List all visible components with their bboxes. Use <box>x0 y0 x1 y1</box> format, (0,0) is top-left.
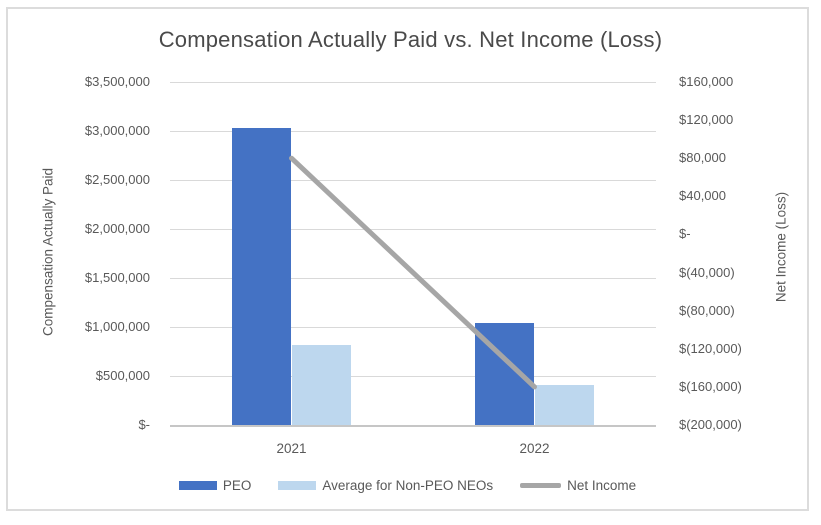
legend-item-peo: PEO <box>178 478 252 493</box>
net-income-line <box>289 155 537 390</box>
left-axis-tick: $1,500,000 <box>84 270 150 285</box>
bar-average-for-non-peo-neos-2022 <box>534 384 594 425</box>
gridline <box>170 376 656 377</box>
left-axis-tick: $3,500,000 <box>84 74 150 89</box>
left-axis-tick: $500,000 <box>95 368 150 383</box>
chart-frame <box>6 7 809 511</box>
legend-item-average-for-non-peo-neos: Average for Non-PEO NEOs <box>278 478 493 493</box>
legend-label: PEO <box>222 478 252 493</box>
gridline <box>170 278 656 279</box>
right-axis-tick: $(200,000) <box>679 417 742 432</box>
left-axis-tick: $2,500,000 <box>84 172 150 187</box>
left-axis-tick: $- <box>138 417 150 432</box>
right-axis-tick: $80,000 <box>679 150 726 166</box>
x-label-2021: 2021 <box>276 441 307 456</box>
bar-average-for-non-peo-neos-2021 <box>291 344 351 425</box>
legend-item-net-income: Net Income <box>520 478 636 493</box>
legend-label: Net Income <box>567 478 637 493</box>
chart-title: Compensation Actually Paid vs. Net Incom… <box>158 27 663 52</box>
x-axis-line <box>170 425 656 427</box>
legend-swatch-net-income <box>520 483 562 488</box>
gridline <box>170 229 656 230</box>
x-label-2022: 2022 <box>519 441 550 456</box>
gridline <box>170 82 656 83</box>
left-axis-tick: $1,000,000 <box>84 319 150 334</box>
legend-swatch-average-for-non-peo-neos <box>278 481 317 490</box>
left-axis-title: Compensation Actually Paid <box>40 167 56 337</box>
right-axis-title: Net Income (Loss) <box>773 191 789 303</box>
right-axis-tick: $(120,000) <box>679 340 742 356</box>
legend-swatch-peo <box>178 481 217 490</box>
net-income-line-layer <box>289 155 537 390</box>
right-axis-tick: $(80,000) <box>679 302 735 318</box>
left-axis-tick: $3,000,000 <box>84 123 150 138</box>
right-axis-tick: $- <box>679 226 691 242</box>
gridline <box>170 180 656 181</box>
bar-peo-2021 <box>232 128 292 425</box>
legend: PEO Average for Non-PEO NEOs Net Income <box>6 478 809 493</box>
right-axis-tick: $120,000 <box>679 112 734 128</box>
plot-area <box>170 82 656 427</box>
right-axis-tick: $40,000 <box>679 188 726 204</box>
right-axis-tick: $160,000 <box>679 74 734 89</box>
gridline <box>170 131 656 132</box>
right-axis-tick: $(40,000) <box>679 264 735 280</box>
left-axis-tick: $2,000,000 <box>84 221 150 236</box>
gridline <box>170 327 656 328</box>
legend-label: Average for Non-PEO NEOs <box>322 478 494 493</box>
right-axis-tick: $(160,000) <box>679 378 742 394</box>
